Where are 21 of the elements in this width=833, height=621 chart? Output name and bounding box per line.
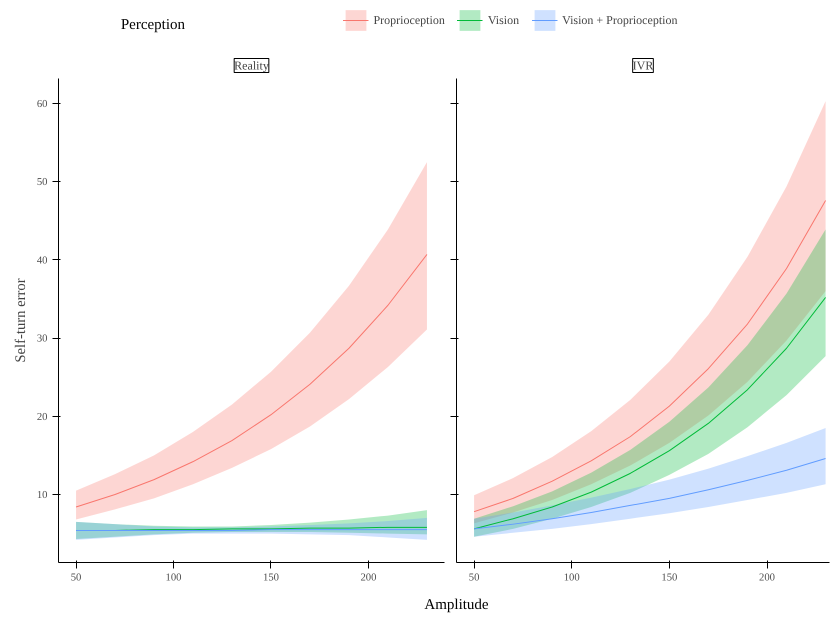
y-tick-label: 20 xyxy=(36,412,48,423)
y-tick-label: 30 xyxy=(36,334,48,345)
y-tick-label: 40 xyxy=(36,255,48,266)
x-tick-label: 200 xyxy=(360,572,376,584)
x-tick-label: 100 xyxy=(564,572,580,584)
x-tick-label: 150 xyxy=(263,572,279,584)
legend-label: Vision + Proprioception xyxy=(562,12,678,28)
x-axis-title: Amplitude xyxy=(424,596,489,615)
y-axis-title: Self-turn error xyxy=(12,278,29,363)
y-tick-label: 60 xyxy=(36,99,48,110)
legend-label: Proprioception xyxy=(374,12,445,28)
x-tick-label: 200 xyxy=(759,572,775,584)
x-tick-label: 150 xyxy=(661,572,678,584)
line-series xyxy=(76,254,428,508)
y-tick-label: 50 xyxy=(36,177,48,188)
x-tick-label: 50 xyxy=(468,572,480,584)
y-tick-label: 10 xyxy=(36,490,48,501)
legend-title: Perception xyxy=(120,16,185,35)
x-tick-label: 50 xyxy=(70,572,82,584)
legend-label: Vision xyxy=(488,12,520,28)
x-tick-label: 100 xyxy=(166,572,182,584)
